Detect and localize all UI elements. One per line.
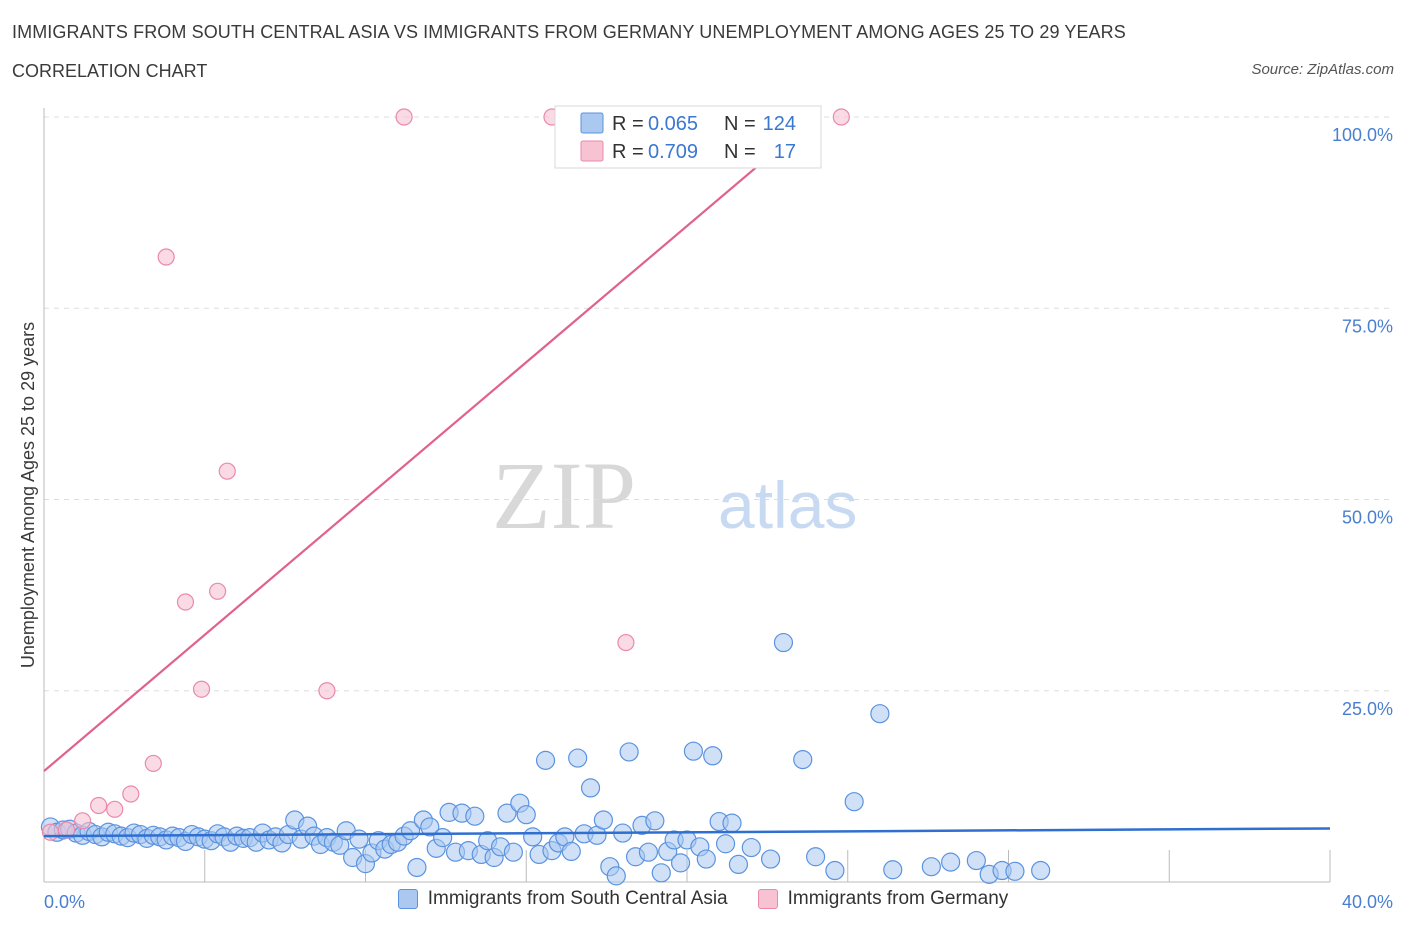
data-point-south-central-asia [722, 813, 742, 833]
trend-lines [43, 116, 1331, 838]
data-point-south-central-asia [400, 821, 421, 841]
bottom-legend-swatch-blue [397, 889, 418, 909]
data-point-south-central-asia [683, 741, 704, 761]
data-point-south-central-asia [921, 857, 941, 877]
data-point-south-central-asia [420, 817, 440, 837]
bottom-legend-swatch-pink [757, 889, 778, 909]
data-point-south-central-asia [1005, 861, 1025, 881]
data-point-south-central-asia [619, 742, 639, 762]
data-point-south-central-asia [638, 842, 659, 862]
chart-subtitle: CORRELATION CHART [12, 61, 208, 81]
data-point-south-central-asia [349, 829, 369, 849]
data-point-germany [218, 462, 236, 480]
bottom-legend-item-south-central-asia: Immigrants from South Central Asia [397, 888, 728, 910]
data-point-south-central-asia [696, 849, 716, 869]
data-point-south-central-asia [651, 863, 671, 883]
data-point-south-central-asia [805, 847, 826, 867]
data-point-germany [73, 812, 92, 830]
data-point-germany [176, 593, 195, 611]
y-tick-label: 50.0% [1342, 508, 1393, 528]
data-point-south-central-asia [941, 852, 961, 872]
series-germany [41, 108, 850, 841]
legend-r-value-1: 0.065 [648, 113, 698, 135]
x-tick-label-min: 0.0% [44, 892, 85, 912]
data-point-south-central-asia [870, 704, 890, 724]
bottom-legend-label-south-central-asia: Immigrants from South Central Asia [427, 888, 728, 909]
bottom-legend: Immigrants from South Central Asia Immig… [0, 888, 1406, 910]
source-label: Source: ZipAtlas.com [1251, 61, 1394, 78]
legend-box: R = 0.065 N = 124 R = 0.709 N = 17 [554, 105, 822, 169]
data-point-south-central-asia [497, 803, 517, 823]
data-point-germany [832, 108, 850, 126]
data-point-south-central-asia [568, 748, 588, 768]
data-point-germany [57, 821, 76, 839]
legend-r-label-2: R = [612, 141, 644, 163]
data-point-south-central-asia [966, 850, 986, 871]
data-point-germany [106, 800, 124, 818]
data-point-germany [90, 796, 108, 815]
data-point-south-central-asia [407, 857, 427, 878]
data-point-south-central-asia [741, 837, 761, 858]
trend-line-germany [43, 116, 817, 772]
trend-line-south-central-asia [43, 827, 1331, 838]
data-point-south-central-asia [465, 806, 485, 826]
legend-n-value-1: 124 [763, 113, 796, 135]
data-point-south-central-asia [561, 841, 581, 862]
bottom-legend-item-germany: Immigrants from Germany [757, 888, 1009, 910]
data-point-south-central-asia [760, 849, 781, 869]
watermark-zip: ZIP [492, 442, 636, 549]
y-tick-label: 25.0% [1342, 699, 1393, 719]
data-point-germany [395, 108, 413, 126]
data-point-south-central-asia [883, 860, 903, 880]
legend-r-label-1: R = [612, 113, 644, 135]
data-point-south-central-asia [580, 778, 601, 798]
legend-r-value-2: 0.709 [648, 141, 698, 163]
grid [44, 116, 1393, 692]
series-south-central-asia [40, 632, 1051, 886]
x-tick-label-max: 40.0% [1342, 892, 1393, 912]
y-tick-label: 100.0% [1332, 125, 1393, 145]
data-point-south-central-asia [1031, 860, 1051, 881]
chart-title: IMMIGRANTS FROM SOUTH CENTRAL ASIA VS IM… [12, 22, 1126, 42]
data-point-germany [157, 248, 175, 266]
data-point-germany [144, 754, 162, 773]
data-point-south-central-asia [645, 811, 665, 831]
data-point-south-central-asia [516, 805, 536, 825]
axes [43, 108, 1330, 883]
data-point-germany [209, 582, 227, 600]
data-point-south-central-asia [844, 792, 864, 812]
bottom-legend-label-germany: Immigrants from Germany [787, 888, 1009, 909]
y-tick-labels: 25.0% 50.0% 75.0% 100.0% [1332, 125, 1393, 719]
data-point-south-central-asia [715, 834, 736, 854]
legend-swatch-pink [580, 140, 604, 162]
legend-n-label-2: N = [724, 141, 756, 163]
watermark-atlas: atlas [718, 468, 857, 542]
data-point-south-central-asia [793, 749, 813, 770]
data-point-south-central-asia [433, 828, 453, 848]
data-point-south-central-asia [503, 842, 523, 862]
y-tick-label: 75.0% [1342, 316, 1393, 336]
data-point-south-central-asia [606, 866, 626, 886]
data-point-south-central-asia [773, 632, 794, 653]
data-point-south-central-asia [535, 750, 556, 770]
data-point-germany [192, 680, 211, 698]
data-point-south-central-asia [703, 746, 723, 766]
data-point-germany [41, 823, 60, 841]
data-point-germany [122, 785, 140, 803]
legend-swatch-blue [580, 112, 604, 134]
data-point-germany [318, 682, 336, 700]
legend-n-label-1: N = [724, 113, 756, 135]
data-point-south-central-asia [670, 853, 691, 873]
data-point-south-central-asia [523, 827, 543, 847]
data-point-south-central-asia [728, 854, 749, 875]
legend-n-value-2: 17 [774, 141, 796, 163]
data-point-south-central-asia [825, 860, 845, 881]
data-point-south-central-asia [593, 810, 614, 830]
data-point-germany [617, 633, 635, 652]
y-axis-label: Unemployment Among Ages 25 to 29 years [18, 322, 38, 668]
